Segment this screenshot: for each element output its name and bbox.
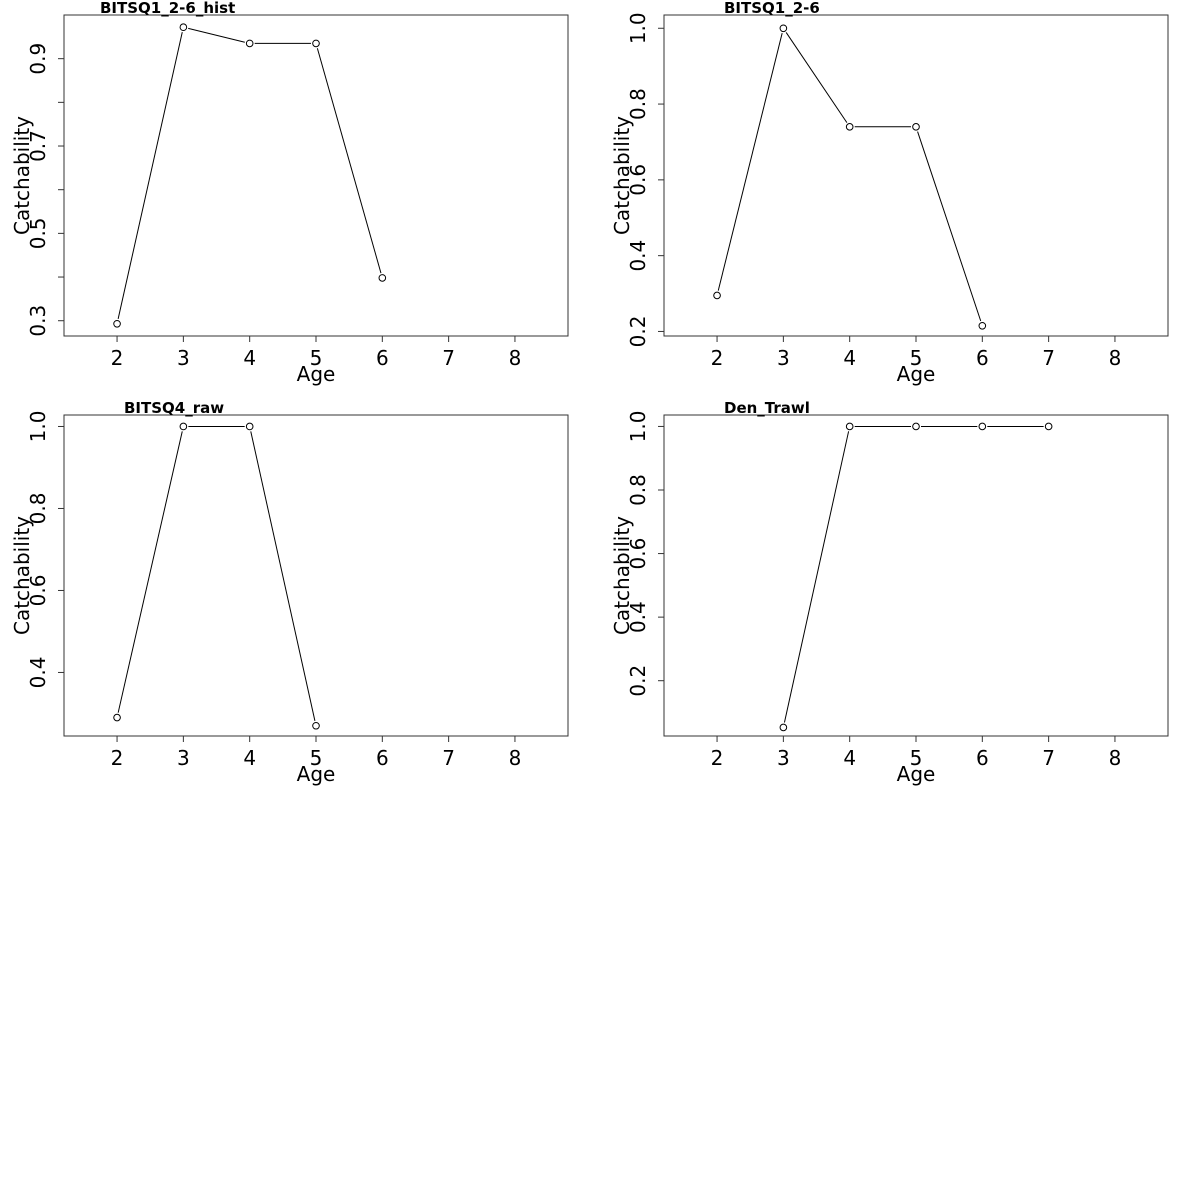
x-tick-label: 3 bbox=[177, 346, 190, 370]
data-point bbox=[179, 23, 188, 32]
series-line-segment bbox=[117, 431, 183, 713]
x-tick-label: 6 bbox=[976, 746, 989, 770]
y-tick-label: 0.4 bbox=[26, 657, 50, 689]
series-line-segment bbox=[785, 32, 848, 123]
y-tick-label: 0.6 bbox=[626, 538, 650, 570]
chart-title: BITSQ4_raw bbox=[124, 399, 224, 417]
x-tick-label: 7 bbox=[442, 746, 455, 770]
x-tick-label: 2 bbox=[711, 746, 724, 770]
plot-frame bbox=[663, 414, 1169, 737]
chart-title: BITSQ1_2-6_hist bbox=[100, 0, 235, 17]
series-line-segment bbox=[316, 48, 382, 274]
x-tick-label: 8 bbox=[509, 746, 522, 770]
x-tick-label: 5 bbox=[310, 346, 323, 370]
x-tick-label: 4 bbox=[243, 746, 256, 770]
x-tick-label: 5 bbox=[910, 746, 923, 770]
x-tick-label: 4 bbox=[243, 346, 256, 370]
x-tick-label: 5 bbox=[310, 746, 323, 770]
data-point bbox=[312, 721, 320, 730]
data-point bbox=[179, 422, 188, 431]
series-line-segment bbox=[717, 32, 783, 291]
x-tick-label: 2 bbox=[111, 746, 124, 770]
data-point bbox=[245, 422, 254, 431]
y-tick-label: 0.4 bbox=[626, 240, 650, 272]
y-tick-label: 0.2 bbox=[626, 316, 650, 348]
x-axis-title: Age bbox=[297, 762, 336, 786]
y-tick-label: 0.7 bbox=[26, 130, 50, 162]
y-tick-label: 0.4 bbox=[626, 601, 650, 633]
data-point bbox=[713, 291, 721, 300]
series-line-segment bbox=[783, 431, 850, 723]
data-point bbox=[978, 321, 987, 330]
plot-frame bbox=[63, 14, 569, 337]
series-line-segment bbox=[250, 431, 316, 721]
x-tick-label: 3 bbox=[177, 746, 190, 770]
data-point bbox=[978, 422, 987, 431]
x-axis-title: Age bbox=[297, 362, 336, 386]
chart-panel-2: BITSQ1_2-6 2 3 4 5 6 7 8 Age 0.2 0.4 0.6 0.8 1.0 Catch… bbox=[610, 0, 1169, 386]
y-tick-label: 0.8 bbox=[626, 88, 650, 120]
data-point bbox=[312, 39, 320, 48]
data-point bbox=[912, 123, 920, 131]
x-tick-label: 2 bbox=[711, 346, 724, 370]
data-point bbox=[378, 274, 387, 282]
y-tick-label: 0.5 bbox=[26, 217, 50, 249]
data-point bbox=[113, 319, 121, 328]
x-tick-label: 6 bbox=[976, 346, 989, 370]
y-tick-label: 1.0 bbox=[26, 411, 50, 443]
data-point bbox=[779, 723, 788, 732]
x-tick-label: 3 bbox=[777, 346, 790, 370]
y-tick-label: 0.3 bbox=[26, 305, 50, 337]
y-tick-label: 0.8 bbox=[626, 474, 650, 506]
y-axis-title: Catchability bbox=[10, 516, 34, 635]
series-line-segment bbox=[188, 27, 245, 43]
data-point bbox=[845, 422, 854, 431]
plot-frame bbox=[63, 414, 569, 737]
plot-frame bbox=[663, 14, 1169, 337]
x-axis-title: Age bbox=[897, 762, 936, 786]
y-tick-label: 0.9 bbox=[26, 43, 50, 75]
y-axis-title: Catchability bbox=[10, 116, 34, 235]
data-point bbox=[779, 24, 788, 33]
x-tick-label: 6 bbox=[376, 746, 389, 770]
y-tick-label: 1.0 bbox=[626, 12, 650, 44]
data-point bbox=[245, 39, 254, 48]
y-tick-label: 0.6 bbox=[26, 575, 50, 607]
x-tick-label: 7 bbox=[1042, 346, 1055, 370]
data-point bbox=[845, 123, 854, 131]
x-tick-label: 7 bbox=[442, 346, 455, 370]
y-tick-label: 0.6 bbox=[626, 164, 650, 196]
y-axis-title: Catchability bbox=[610, 116, 634, 235]
data-point bbox=[113, 713, 121, 722]
data-point bbox=[912, 422, 920, 431]
chart-title: BITSQ1_2-6 bbox=[724, 0, 820, 17]
x-tick-label: 8 bbox=[1109, 746, 1122, 770]
x-tick-label: 8 bbox=[1109, 346, 1122, 370]
x-tick-label: 5 bbox=[910, 346, 923, 370]
x-tick-label: 4 bbox=[843, 346, 856, 370]
y-tick-label: 1.0 bbox=[626, 411, 650, 443]
x-tick-label: 7 bbox=[1042, 746, 1055, 770]
x-tick-label: 3 bbox=[777, 746, 790, 770]
chart-title: Den_Trawl bbox=[724, 399, 810, 417]
x-tick-label: 8 bbox=[509, 346, 522, 370]
y-tick-label: 0.8 bbox=[26, 493, 50, 525]
x-axis-title: Age bbox=[897, 362, 936, 386]
x-tick-label: 4 bbox=[843, 746, 856, 770]
series-line-segment bbox=[917, 131, 982, 322]
chart-panel-4: Den_Trawl 2 3 4 5 6 7 8 Age 0.2 0.4 0.6 0.8 1.0 Catcha… bbox=[610, 399, 1169, 786]
y-tick-label: 0.2 bbox=[626, 665, 650, 697]
chart-panel-1: BITSQ1_2-6_hist 2 3 4 5 6 7 8 Age 0.3 0.5 0.7 0.9 Cat… bbox=[10, 0, 569, 386]
x-tick-label: 6 bbox=[376, 346, 389, 370]
data-point bbox=[1044, 422, 1053, 431]
x-tick-label: 2 bbox=[111, 346, 124, 370]
y-axis-title: Catchability bbox=[610, 516, 634, 635]
series-line-segment bbox=[117, 31, 183, 320]
chart-panel-3: BITSQ4_raw 2 3 4 5 6 7 8 Age 0.4 0.6 0.8 1.0 Catchabi… bbox=[10, 399, 569, 786]
